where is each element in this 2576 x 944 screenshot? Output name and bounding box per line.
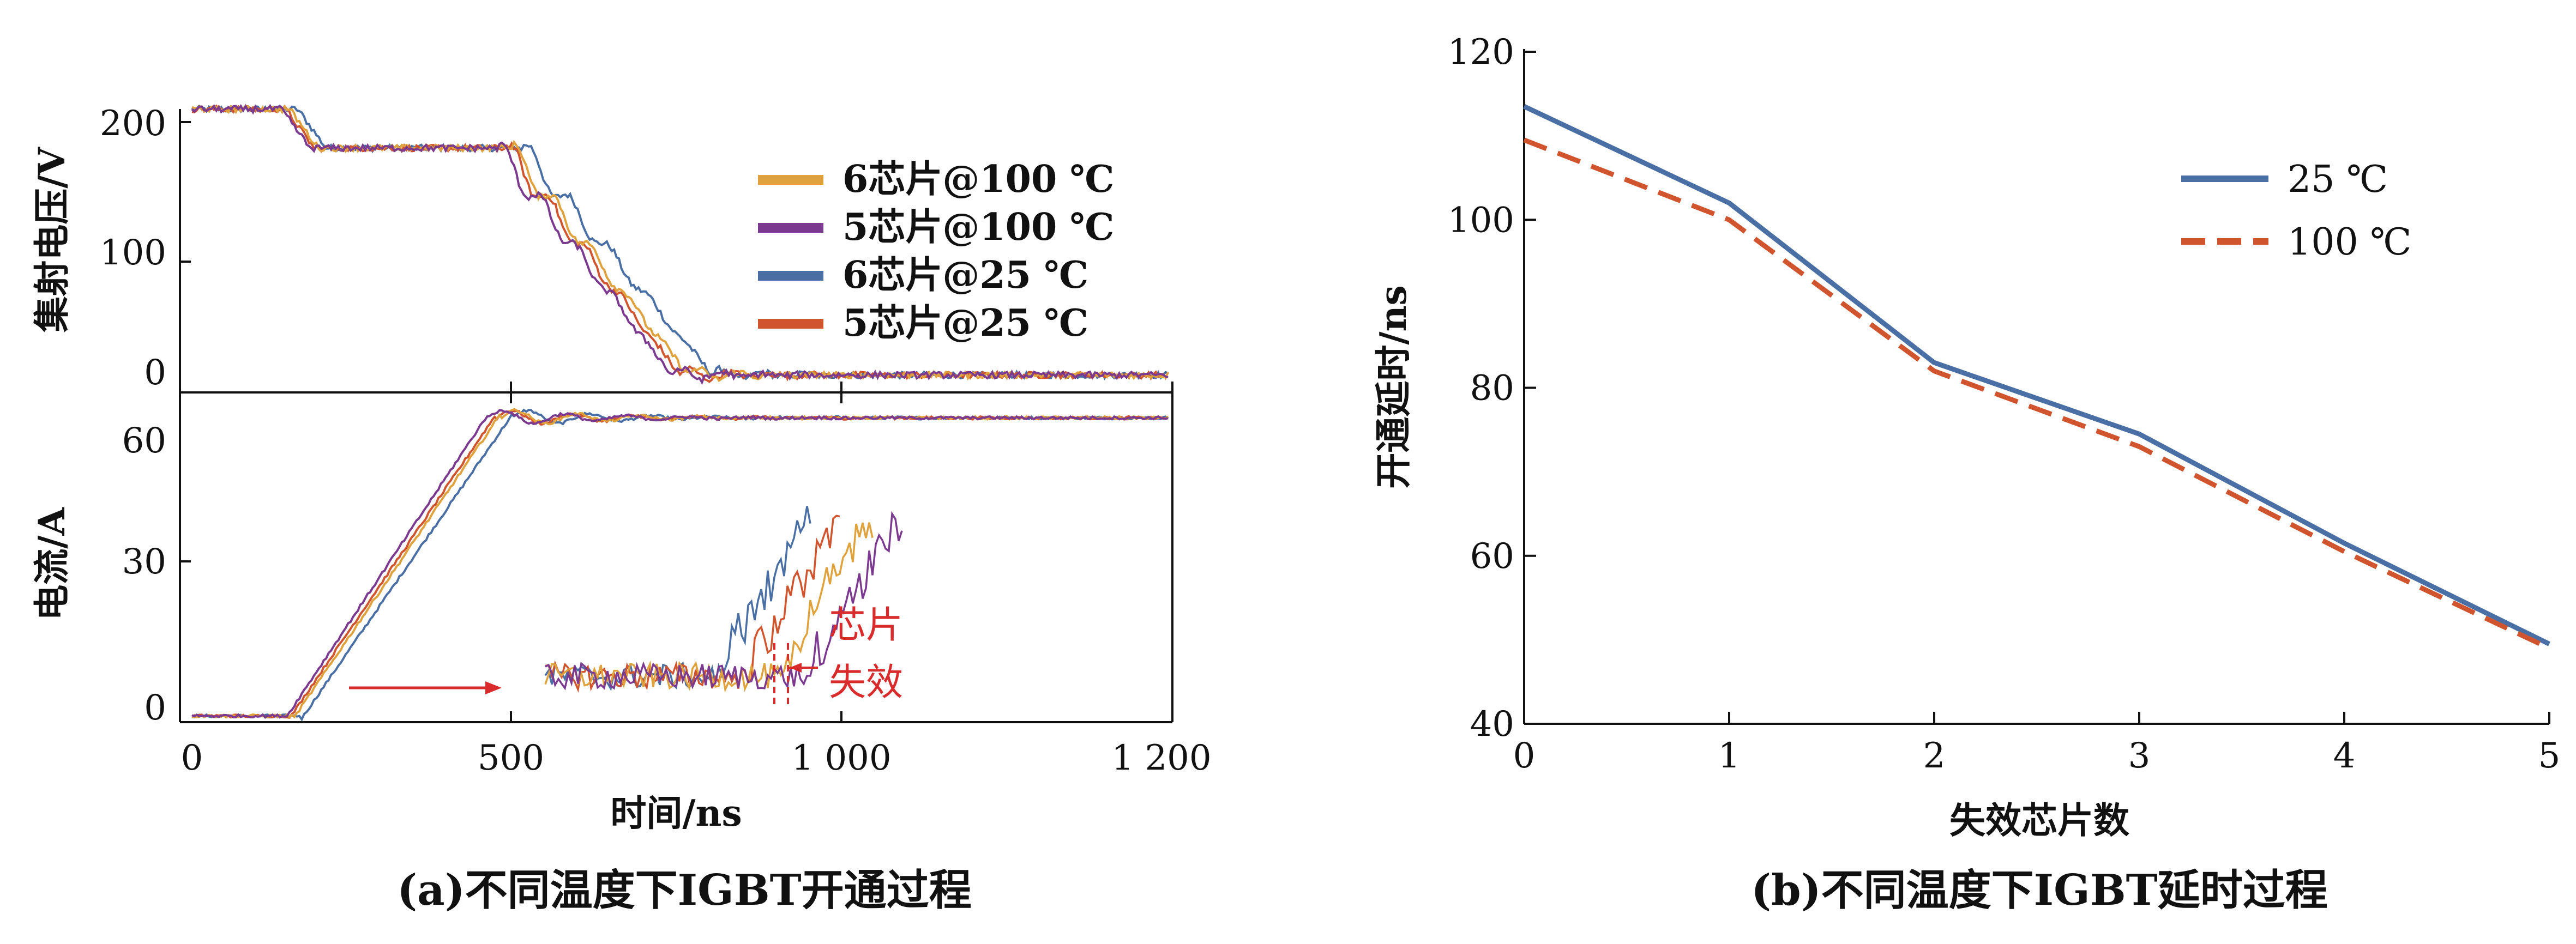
- a-voltage-y-ticks: 200 100 0: [100, 104, 191, 393]
- inset-trace-5chip_100C: [545, 511, 903, 691]
- b-legend-label-100: 100 ℃: [2288, 221, 2411, 264]
- b-legend: 25 ℃ 100 ℃: [2181, 158, 2411, 264]
- a-caption: (a)不同温度下IGBT开通过程: [397, 866, 971, 915]
- a-x-ticks: 0 500 1 000 1 200: [181, 382, 1212, 778]
- a-x-tick-1200: 1 200: [1111, 738, 1211, 778]
- zoom-inset: [544, 506, 903, 693]
- b-legend-label-25: 25 ℃: [2288, 158, 2388, 201]
- current-curves: [191, 408, 1169, 722]
- a-v-tick-100: 100: [100, 233, 166, 273]
- voltage-trace-5chip_100C: [191, 104, 1169, 385]
- b-y-tick-label: 60: [1470, 536, 1514, 577]
- current-trace-6chip_25C: [191, 408, 1169, 722]
- a-i-tick-0: 0: [144, 688, 166, 728]
- b-y-tick-label: 40: [1470, 704, 1514, 745]
- legend-label-5chip-25: 5芯片@25 ℃: [842, 301, 1088, 345]
- b-y-tick-label: 120: [1448, 32, 1514, 72]
- a-x-tick-500: 500: [478, 738, 544, 778]
- a-legend: 6芯片@100 ℃ 5芯片@100 ℃ 6芯片@25 ℃ 5芯片@25 ℃: [758, 158, 1114, 345]
- inset-trace-5chip_25C: [545, 515, 840, 693]
- inset-trace-6chip_100C: [544, 522, 874, 693]
- panel-b: 0 1 2 3 4 5 40 60 80 100 120 失效芯片数 开通延时/ns 25 ℃ 10…: [1372, 32, 2560, 915]
- b-y-label: 开通延时/ns: [1372, 285, 1415, 488]
- a-v-tick-200: 200: [100, 104, 166, 144]
- legend-label-6chip-100: 6芯片@100 ℃: [842, 158, 1114, 201]
- a-i-tick-30: 30: [122, 542, 166, 582]
- b-series-lines: [1523, 104, 2550, 651]
- a-voltage-y-label: 集射电压/V: [31, 147, 73, 333]
- b-x-tick-label: 1: [1718, 736, 1741, 776]
- inset-trace-6chip_25C: [544, 506, 811, 692]
- a-x-label: 时间/ns: [610, 792, 742, 834]
- annotation-failure: 失效: [829, 661, 903, 704]
- b-y-tick-label: 80: [1470, 368, 1514, 409]
- a-i-tick-60: 60: [122, 421, 166, 461]
- a-v-tick-0: 0: [144, 353, 166, 393]
- b-x-tick-label: 5: [2538, 736, 2561, 776]
- voltage-curves: [191, 104, 1169, 385]
- b-x-label: 失效芯片数: [1949, 799, 2129, 842]
- a-x-tick-1000: 1 000: [791, 738, 891, 778]
- b-x-tick-label: 2: [1923, 736, 1946, 776]
- b-caption: (b)不同温度下IGBT延时过程: [1751, 866, 2327, 915]
- a-current-y-ticks: 60 30 0: [122, 421, 191, 728]
- b-x-tick-label: 0: [1513, 736, 1536, 776]
- b-x-tick-label: 4: [2333, 736, 2356, 776]
- legend-label-5chip-100: 5芯片@100 ℃: [842, 205, 1114, 249]
- a-current-y-label: 电流/A: [31, 507, 73, 621]
- legend-label-6chip-25: 6芯片@25 ℃: [842, 253, 1088, 297]
- a-x-tick-0: 0: [181, 738, 203, 778]
- annotation-chip: 芯片: [829, 604, 903, 647]
- b-series-line-1: [1523, 137, 2550, 651]
- panel-a: 200 100 0 60 30 0 0 500 1 000 1 200 时间/n…: [31, 104, 1212, 915]
- b-y-tick-label: 100: [1448, 200, 1514, 240]
- b-ticks: 0 1 2 3 4 5 40 60 80 100 120: [1448, 32, 2561, 776]
- failure-marker: [773, 643, 818, 709]
- inset-arrow: [349, 681, 502, 694]
- b-series-line-0: [1523, 104, 2550, 646]
- current-trace-5chip_100C: [191, 409, 1169, 719]
- b-x-tick-label: 3: [2128, 736, 2151, 776]
